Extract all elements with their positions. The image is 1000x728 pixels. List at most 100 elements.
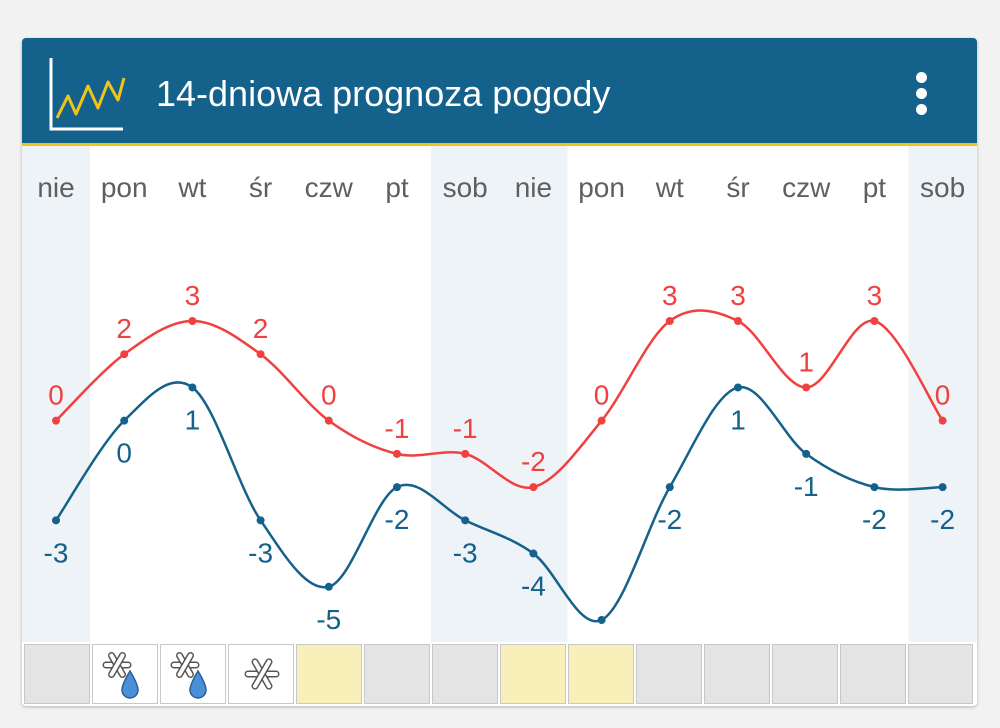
max-temp-label: 0 <box>48 380 64 411</box>
max-temp-label: 3 <box>867 280 883 311</box>
menu-dot <box>916 88 927 99</box>
min-temp-label: -6 <box>589 637 614 642</box>
max-temp-label: 0 <box>321 380 337 411</box>
min-temp-point <box>52 516 60 525</box>
weather-cell <box>908 644 973 704</box>
weather-cell <box>500 644 566 704</box>
max-temp-label: -2 <box>521 446 546 477</box>
max-temp-label: 2 <box>116 313 132 344</box>
min-temp-point <box>597 616 606 624</box>
min-temp-point <box>938 483 947 492</box>
max-temp-point <box>52 416 60 425</box>
more-menu-button[interactable] <box>902 64 942 122</box>
min-temp-label: -5 <box>316 604 341 635</box>
weekend-band <box>499 146 568 642</box>
menu-dot <box>916 104 927 115</box>
day-label: nie <box>37 172 74 203</box>
day-label: pon <box>578 172 625 203</box>
min-temp-label: -4 <box>521 571 546 602</box>
weather-cell <box>772 644 838 704</box>
app-header: 14-dniowa prognoza pogody <box>22 38 977 146</box>
day-label: pt <box>863 172 887 203</box>
weekend-band <box>22 146 91 642</box>
snow-rain-icon <box>170 651 207 699</box>
page-title: 14-dniowa prognoza pogody <box>156 73 611 114</box>
weather-cell <box>568 644 634 704</box>
max-temp-point <box>393 449 401 458</box>
day-label: pon <box>101 172 148 203</box>
min-temp-point <box>256 516 265 525</box>
day-label: śr <box>726 172 749 203</box>
max-temp-point <box>120 350 129 359</box>
weather-cell <box>228 644 294 704</box>
max-temp-point <box>597 416 606 425</box>
max-temp-point <box>529 483 538 492</box>
max-temp-point <box>734 317 742 325</box>
min-temp-label: -3 <box>248 537 273 568</box>
max-temp-label: 3 <box>662 280 678 311</box>
weather-cell <box>364 644 430 704</box>
day-label: sob <box>443 172 488 203</box>
min-temp-point <box>393 483 401 492</box>
day-label: pt <box>385 172 409 203</box>
min-temp-label: 1 <box>730 404 746 435</box>
weather-cell <box>160 644 226 704</box>
max-temp-point <box>461 449 470 458</box>
day-label: czw <box>782 172 831 203</box>
weather-cell <box>840 644 906 704</box>
weather-cell <box>92 644 158 704</box>
min-temp-label: 1 <box>185 404 201 435</box>
min-temp-point <box>120 416 129 425</box>
day-label: czw <box>305 172 354 203</box>
weather-cell <box>704 644 770 704</box>
min-temp-label: -2 <box>862 504 887 535</box>
max-temp-label: 3 <box>185 280 201 311</box>
max-temp-point <box>802 383 811 392</box>
min-temp-label: -2 <box>657 504 682 535</box>
min-temp-label: -3 <box>453 537 478 568</box>
min-temp-line <box>54 381 943 623</box>
weekend-band <box>431 146 500 642</box>
max-temp-point <box>870 317 879 325</box>
min-temp-label: -1 <box>794 471 819 502</box>
min-temp-label: -3 <box>44 537 69 568</box>
min-temp-point <box>188 383 197 392</box>
min-temp-label: -2 <box>930 504 955 535</box>
min-temp-point <box>529 549 538 558</box>
max-temp-label: -1 <box>453 413 478 444</box>
max-temp-point <box>324 416 333 425</box>
weather-cell <box>636 644 702 704</box>
min-temp-point <box>665 483 674 492</box>
max-temp-point <box>256 350 265 359</box>
max-temp-point <box>665 317 674 325</box>
day-label: sob <box>920 172 965 203</box>
max-temp-point <box>938 416 947 425</box>
max-temp-label: 3 <box>730 280 746 311</box>
day-label: śr <box>249 172 272 203</box>
min-temp-label: 0 <box>116 438 132 469</box>
min-temp-point <box>324 582 333 591</box>
snow-rain-icon <box>102 651 139 699</box>
line-chart-icon <box>49 58 126 131</box>
max-temp-label: 0 <box>594 380 610 411</box>
weekend-band <box>908 146 977 642</box>
temperature-chart: nie pon wt śr czw pt sob nie pon wt śr czw pt sob0232… <box>22 146 977 642</box>
menu-dot <box>916 72 927 83</box>
max-temp-label: 1 <box>798 346 814 377</box>
min-temp-label: -2 <box>385 504 410 535</box>
day-label: wt <box>655 172 684 203</box>
forecast-card: 14-dniowa prognoza pogody nie pon wt śr czw p… <box>22 38 977 706</box>
weather-icon-row <box>22 642 977 706</box>
day-label: nie <box>515 172 552 203</box>
min-temp-point <box>461 516 470 525</box>
snowflake-icon <box>244 658 280 690</box>
min-temp-point <box>802 449 811 458</box>
max-temp-label: -1 <box>385 413 410 444</box>
max-temp-label: 2 <box>253 313 269 344</box>
max-temp-point <box>188 317 197 325</box>
weather-cell <box>432 644 498 704</box>
max-temp-label: 0 <box>935 380 951 411</box>
min-temp-point <box>734 383 742 392</box>
min-temp-point <box>870 483 879 492</box>
weather-cell <box>24 644 90 704</box>
